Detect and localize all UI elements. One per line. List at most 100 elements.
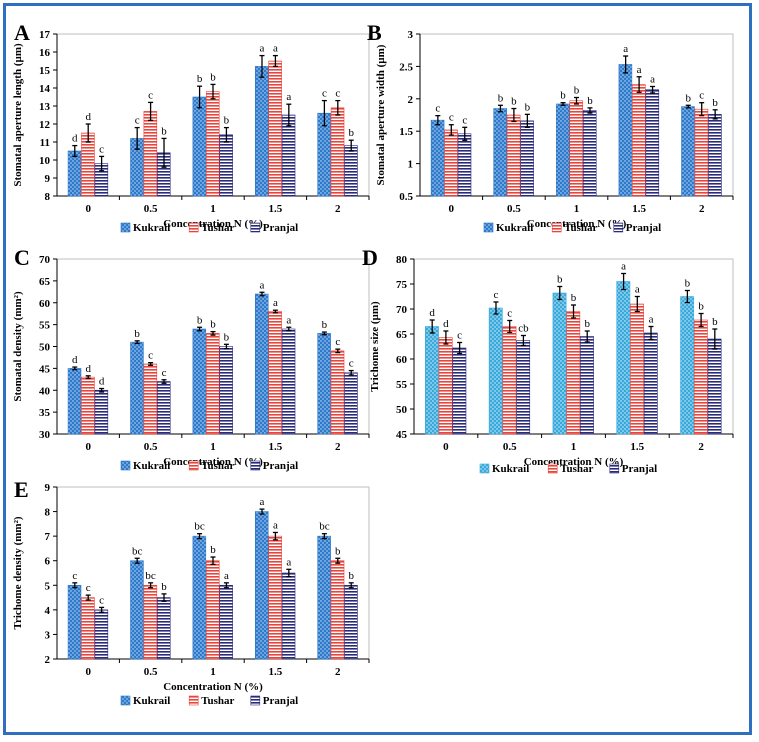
- significance-letter: a: [273, 297, 278, 309]
- significance-letter: b: [197, 314, 203, 326]
- panel-label-c: C: [14, 245, 30, 270]
- significance-letter: b: [197, 73, 203, 85]
- x-tick-label: 1: [210, 203, 216, 215]
- legend-label-kukrail: Kukrail: [133, 460, 170, 472]
- bar-kukrail-0.5: [488, 307, 503, 435]
- significance-letter: b: [511, 96, 517, 108]
- bar-pranjal-0.5: [157, 381, 171, 435]
- panel-label-e: E: [14, 477, 29, 502]
- significance-letter: c: [335, 88, 340, 100]
- significance-letter: c: [86, 582, 91, 594]
- x-tick-label: 0.5: [144, 666, 158, 678]
- legend-swatch-tushar: [551, 222, 562, 233]
- y-tick-label: 45: [39, 363, 51, 375]
- bar-pranjal-2: [344, 145, 358, 197]
- significance-letter: a: [273, 43, 278, 55]
- significance-letter: c: [349, 358, 354, 370]
- bar-kukrail-1.5: [254, 511, 269, 660]
- legend-swatch-pranjal: [609, 463, 620, 474]
- y-tick-label: 60: [396, 354, 408, 366]
- bar-pranjal-1: [219, 346, 233, 435]
- bar-pranjal-1.5: [645, 89, 660, 197]
- significance-letter: bc: [132, 545, 143, 557]
- significance-letter: c: [322, 88, 327, 100]
- bar-pranjal-0: [457, 133, 472, 197]
- significance-letter: b: [574, 85, 580, 97]
- y-tick-label: 45: [396, 429, 408, 441]
- bar-pranjal-2: [707, 338, 722, 435]
- bar-tushar-2: [330, 107, 345, 197]
- bar-tushar-0.5: [506, 114, 521, 197]
- y-tick-label: 2: [408, 94, 414, 106]
- bar-kukrail-0: [67, 368, 82, 435]
- significance-letter: cb: [518, 323, 529, 335]
- figure-frame: [3, 3, 752, 735]
- legend-swatch-pranjal: [250, 460, 261, 471]
- bar-tushar-0.5: [143, 363, 158, 435]
- significance-letter: b: [712, 97, 718, 109]
- y-axis-title: Stomatal aperture length (µm): [12, 43, 24, 187]
- bar-kukrail-1.5: [254, 293, 269, 435]
- bar-pranjal-1.5: [281, 114, 296, 197]
- significance-letter: c: [699, 90, 704, 102]
- x-tick-label: 0.5: [144, 441, 158, 453]
- significance-letter: b: [161, 581, 167, 593]
- bar-tushar-0: [438, 337, 453, 435]
- significance-letter: b: [587, 95, 593, 107]
- chart-panel-b: B 0.5 1 1.5 2 2.5 3 Stomatal aperture width (µm…: [367, 20, 734, 234]
- x-tick-label: 1: [210, 441, 216, 453]
- y-tick-label: 15: [39, 65, 51, 77]
- bar-kukrail-0: [67, 584, 82, 660]
- bar-pranjal-1.5: [281, 328, 296, 435]
- significance-letter: b: [210, 319, 216, 331]
- bar-tushar-0: [81, 376, 95, 435]
- legend-swatch-kukrail: [479, 463, 490, 474]
- panel-label-d: D: [362, 245, 378, 270]
- significance-letter: c: [435, 103, 440, 115]
- bar-kukrail-1: [556, 103, 570, 197]
- bar-kukrail-2: [680, 296, 695, 435]
- y-tick-label: 35: [39, 407, 51, 419]
- y-tick-label: 2.5: [399, 61, 413, 73]
- bar-tushar-2: [694, 108, 709, 197]
- y-tick-label: 65: [39, 276, 51, 288]
- y-axis-title: Trichome density (mm²): [12, 516, 24, 629]
- bar-kukrail-1: [192, 328, 207, 435]
- y-tick-label: 7: [45, 531, 51, 543]
- panel-label-a: A: [14, 20, 30, 45]
- y-tick-label: 9: [45, 173, 51, 185]
- significance-letter: c: [507, 308, 512, 320]
- x-tick-label: 2: [699, 203, 705, 215]
- significance-letter: c: [148, 350, 153, 362]
- significance-letter: b: [571, 292, 577, 304]
- y-tick-label: 40: [39, 385, 51, 397]
- y-axis-title: Stomatal density (mm²): [12, 291, 24, 402]
- y-tick-label: 80: [396, 254, 408, 266]
- significance-letter: bc: [145, 570, 156, 582]
- bar-tushar-1.5: [268, 311, 282, 435]
- legend: Kukrail Tushar Pranjal: [120, 222, 298, 234]
- bar-tushar-2: [693, 319, 708, 435]
- bar-tushar-1.5: [630, 303, 644, 435]
- bar-tushar-0.5: [143, 111, 158, 197]
- significance-letter: a: [286, 556, 291, 568]
- significance-letter: a: [635, 284, 640, 296]
- bar-tushar-1: [205, 333, 220, 435]
- legend-label-pranjal: Pranjal: [263, 460, 298, 472]
- bar-kukrail-2: [317, 333, 331, 435]
- y-tick-label: 1.5: [399, 126, 413, 138]
- bar-pranjal-2: [344, 584, 358, 660]
- significance-letter: a: [649, 314, 654, 326]
- significance-letter: b: [348, 127, 354, 139]
- significance-letter: b: [560, 90, 566, 102]
- legend-swatch-tushar: [188, 460, 199, 471]
- y-tick-label: 16: [39, 47, 51, 59]
- bar-pranjal-0: [452, 347, 467, 435]
- significance-letter: b: [525, 101, 531, 113]
- x-tick-label: 0: [443, 441, 449, 453]
- y-tick-label: 70: [396, 304, 408, 316]
- y-tick-label: 75: [396, 279, 408, 291]
- y-tick-label: 8: [45, 507, 51, 519]
- significance-letter: d: [72, 133, 78, 145]
- bar-pranjal-1: [219, 584, 233, 660]
